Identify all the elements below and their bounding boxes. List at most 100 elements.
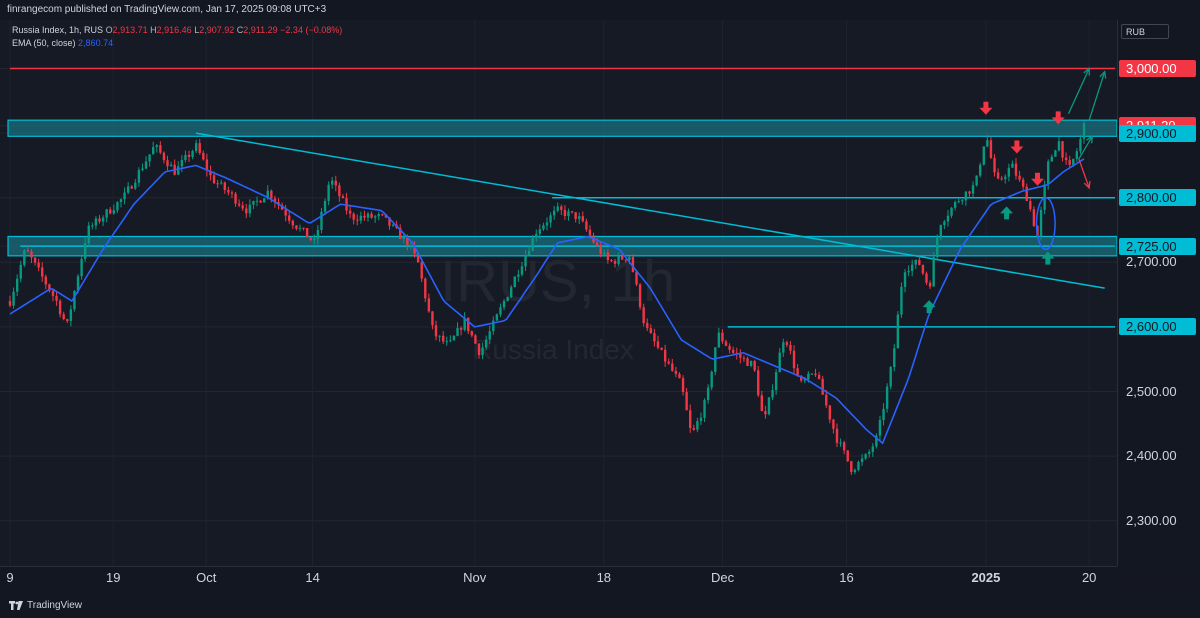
candle-body	[255, 200, 259, 202]
candle-body	[94, 218, 98, 226]
chart-pane[interactable]: IRUS, 1h Russia Index	[0, 20, 1117, 566]
candle-body	[1011, 163, 1014, 168]
candle-body	[488, 331, 491, 340]
candle-body	[957, 201, 960, 203]
down-arrow-icon	[1010, 140, 1024, 154]
candle-body	[184, 154, 187, 161]
time-axis[interactable]	[0, 566, 1117, 595]
candle-body	[978, 164, 982, 176]
candle-body	[105, 209, 108, 218]
candle-body	[194, 143, 198, 152]
candle-body	[313, 238, 316, 241]
candle-body	[23, 250, 26, 265]
candle-body	[331, 180, 334, 185]
candle-body	[427, 298, 431, 312]
high-label: H	[150, 25, 157, 35]
candle-body	[842, 442, 846, 451]
symbol-name[interactable]: Russia Index, 1h, RUS	[12, 25, 104, 35]
time-axis-tick: 19	[106, 570, 121, 585]
candle-body	[728, 345, 731, 350]
candle-body	[939, 225, 943, 238]
candle-body	[527, 251, 531, 256]
candle-body	[230, 192, 234, 194]
candle-body	[216, 183, 219, 185]
candle-body	[202, 152, 205, 160]
projection-line	[1088, 71, 1106, 121]
candle-body	[782, 342, 785, 353]
candle-body	[37, 262, 40, 268]
candle-body	[1032, 209, 1036, 226]
ema-label[interactable]: EMA (50, close)	[12, 38, 76, 48]
candle-body	[413, 245, 416, 254]
candle-body	[610, 260, 613, 262]
time-axis-tick: Nov	[463, 570, 487, 585]
candle-body	[506, 297, 509, 302]
candle-body	[538, 229, 542, 234]
candle-body	[578, 216, 581, 220]
ohlc-legend-row: Russia Index, 1h, RUS O2,913.71 H2,916.4…	[12, 24, 342, 37]
candle-body	[996, 172, 1000, 179]
candle-body	[130, 186, 133, 189]
candle-body	[284, 209, 287, 216]
candle-body	[982, 146, 985, 165]
candle-body	[774, 372, 778, 391]
candle-body	[581, 216, 585, 222]
candle-body	[33, 257, 37, 263]
candle-body	[839, 442, 842, 444]
candle-body	[30, 251, 33, 258]
candle-body	[62, 314, 65, 320]
candle-body	[26, 250, 30, 252]
candle-body	[83, 243, 87, 259]
candle-body	[91, 225, 94, 227]
candle-body	[520, 266, 524, 275]
projection-line	[1078, 158, 1090, 189]
candle-body	[531, 237, 534, 252]
candle-body	[1064, 157, 1068, 161]
candle-body	[366, 213, 370, 218]
candle-body	[137, 170, 141, 183]
candle-body	[101, 217, 105, 222]
candle-body	[567, 211, 570, 217]
price-axis-tick: 2,700.00	[1126, 254, 1177, 270]
candle-body	[424, 278, 427, 299]
candle-body	[545, 222, 549, 226]
candle-body	[245, 208, 248, 214]
candle-body	[563, 209, 567, 217]
tradingview-brand[interactable]: TradingView	[9, 600, 82, 611]
candle-body	[753, 361, 756, 371]
candle-body	[266, 190, 269, 199]
up-arrow-icon	[1000, 206, 1014, 220]
trendline	[195, 132, 1105, 289]
support-zone	[7, 119, 1117, 137]
candle-body	[98, 218, 101, 222]
tradingview-brand-text: TradingView	[27, 600, 83, 611]
candle-body	[674, 370, 678, 374]
candle-body	[871, 446, 874, 452]
candle-body	[456, 327, 459, 336]
candle-body	[373, 216, 377, 218]
candle-body	[853, 469, 857, 473]
candle-body	[452, 335, 456, 341]
candle-body	[248, 204, 252, 214]
candle-body	[953, 202, 957, 208]
candle-body	[252, 200, 255, 205]
candle-body	[237, 203, 241, 206]
candle-body	[993, 158, 996, 173]
candle-body	[431, 311, 434, 326]
candle-body	[1047, 161, 1050, 185]
down-arrow-icon	[979, 101, 993, 115]
candle-body	[1050, 156, 1053, 162]
candle-body	[731, 349, 735, 353]
candle-body	[667, 361, 670, 364]
candle-body	[714, 347, 717, 372]
candle-body	[785, 342, 789, 345]
candle-body	[1004, 176, 1007, 179]
candle-body	[191, 151, 194, 157]
candle-body	[681, 378, 685, 392]
currency-selector[interactable]: RUB	[1121, 24, 1169, 39]
price-axis[interactable]	[1117, 20, 1200, 566]
candle-body	[209, 170, 212, 176]
price-chart[interactable]	[0, 20, 1117, 566]
candle-body	[910, 264, 914, 271]
candle-body	[8, 301, 12, 306]
